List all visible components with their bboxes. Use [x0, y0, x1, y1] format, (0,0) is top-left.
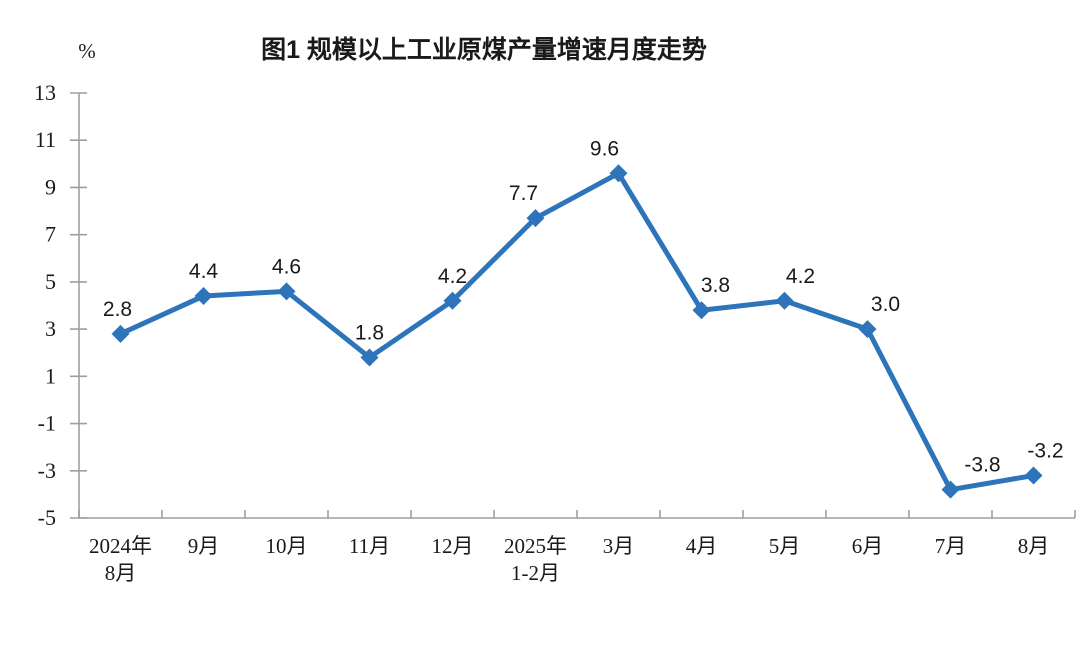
x-axis-tick-label: 2025年 1-2月	[504, 534, 567, 585]
data-point-label: 2.8	[103, 298, 132, 321]
y-axis-tick-label: 7	[45, 222, 56, 247]
data-point-marker	[277, 282, 296, 301]
y-axis-tick-label: 9	[45, 174, 56, 199]
data-point-label: -3.8	[964, 454, 1000, 477]
x-axis-tick-label: 8月	[1018, 534, 1050, 558]
x-axis-tick-label: 4月	[686, 534, 718, 558]
data-point-label: 3.0	[871, 293, 900, 316]
data-point-label: 4.6	[272, 255, 301, 278]
data-labels: 2.8 4.4 4.6 1.8 4.2 7.7 9.6 3.8 4.2 3.0 -3.8 -3.2	[103, 137, 1064, 476]
data-point-label: -3.2	[1027, 440, 1063, 463]
data-point-marker	[1024, 466, 1043, 485]
x-axis-tick-label: 9月	[188, 534, 220, 558]
axes: 13 11 9 7 5 3 1 -1 -3 -5 2024年 8月 9月 10月 11月 12月 2025年 1-…	[34, 80, 1076, 585]
data-point-marker	[941, 480, 960, 499]
x-axis-tick-label: 5月	[769, 534, 801, 558]
data-point-marker	[609, 164, 628, 183]
data-point-label: 7.7	[509, 182, 538, 205]
x-axis-tick-label: 6月	[852, 534, 884, 558]
chart-title: 图1 规模以上工业原煤产量增速月度走势	[261, 35, 707, 64]
x-axis-tick-label: 2024年 8月	[89, 534, 152, 585]
data-point-marker	[775, 291, 794, 310]
y-axis-tick-label: 5	[45, 269, 56, 294]
y-axis-tick-label: 3	[45, 316, 56, 341]
x-axis-tick-label: 7月	[935, 534, 967, 558]
data-point-label: 4.2	[786, 265, 815, 288]
data-point-marker	[526, 209, 545, 228]
y-axis-tick-label: -3	[38, 458, 56, 483]
y-axis-unit-label: %	[78, 39, 96, 63]
data-point-label: 9.6	[590, 137, 619, 160]
data-point-marker	[692, 301, 711, 320]
data-point-marker	[443, 291, 462, 310]
data-point-label: 4.4	[189, 260, 219, 283]
y-axis-tick-label: 1	[45, 363, 56, 388]
data-point-label: 4.2	[438, 265, 467, 288]
series-raw-coal-growth	[111, 164, 1043, 499]
data-point-marker	[858, 320, 877, 339]
data-point-label: 1.8	[355, 321, 384, 344]
data-point-marker	[194, 287, 213, 306]
data-point-marker	[111, 324, 130, 343]
y-axis-tick-label: 11	[35, 127, 56, 152]
x-axis-tick-label: 3月	[603, 534, 635, 558]
series-line	[118, 170, 1036, 493]
data-point-marker	[360, 348, 379, 367]
x-axis-tick-label: 11月	[349, 534, 390, 558]
x-axis-tick-label: 12月	[432, 534, 474, 558]
x-axis-tick-label: 10月	[266, 534, 308, 558]
y-axis-tick-label: -5	[38, 505, 56, 530]
y-axis-tick-label: -1	[38, 411, 56, 436]
y-axis-tick-label: 13	[34, 80, 56, 105]
data-point-label: 3.8	[701, 274, 730, 297]
